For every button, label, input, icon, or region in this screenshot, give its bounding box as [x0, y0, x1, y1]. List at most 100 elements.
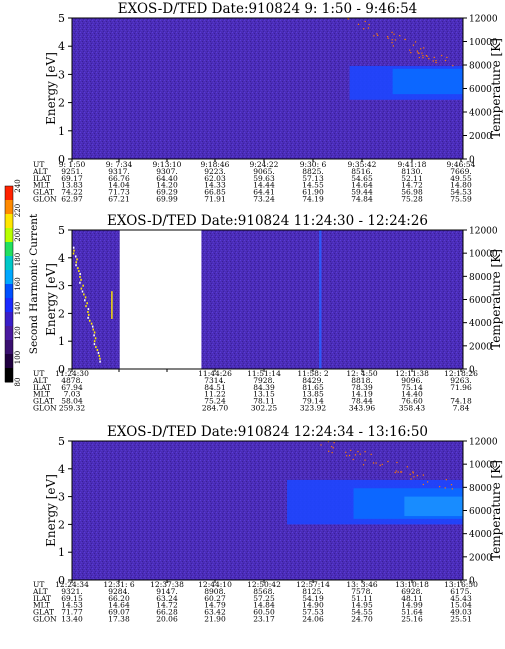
spectrogram-streak-mark: [93, 331, 96, 334]
y2-axis-label: Temperature [K]: [489, 38, 503, 139]
ephemeris-value: 7.03: [64, 390, 81, 399]
spectrogram-dot: [381, 463, 383, 466]
colorbar-segment: [5, 326, 13, 341]
ephemeris-value: 78.11: [253, 397, 274, 406]
ephemeris-value: 9147.: [156, 587, 177, 596]
spectrogram-dot: [346, 455, 348, 457]
spectrogram-streak-mark: [91, 325, 94, 328]
colorbar-segment: [5, 200, 13, 215]
spectrogram-dot: [417, 52, 419, 54]
colorbar-tick-label: 140: [14, 302, 22, 315]
spectrogram-streak-mark: [87, 316, 89, 319]
y2-tick-label: 2000: [469, 132, 492, 142]
y-tick-label: 0: [58, 363, 65, 376]
ephemeris-value: 81.65: [302, 383, 324, 392]
ephemeris-value: 4878.: [61, 376, 82, 385]
ephemeris-value: 21.90: [204, 615, 226, 624]
ephemeris-value: 66.20: [108, 594, 130, 603]
ephemeris-value: 69.15: [61, 594, 83, 603]
ephemeris-row-label: GLAT: [33, 608, 54, 617]
ephemeris-value: 13.83: [61, 181, 83, 190]
ephemeris-value: 9223.: [204, 167, 225, 176]
ephemeris-value: 14.55: [302, 181, 324, 190]
spectrogram-dot: [414, 41, 417, 43]
ephemeris-value: 358.43: [399, 404, 425, 413]
spectrogram-dot: [391, 39, 393, 41]
colorbar-segment: [5, 242, 13, 257]
ephemeris-value: 11:51:14: [247, 369, 281, 378]
spectrogram-dot: [393, 33, 395, 35]
ephemeris-value: 7578.: [351, 587, 372, 596]
spectrogram-streak-mark: [74, 255, 77, 258]
ephemeris-value: 54.53: [450, 188, 472, 197]
spectrogram-dot: [320, 444, 322, 446]
spectrogram-dot: [327, 441, 330, 443]
spectrogram-streak-mark: [93, 334, 95, 337]
colorbar-label: Second Harmonic Current: [28, 213, 40, 354]
panel-1: EXOS-D/TED Date:910824 9: 1:50 - 9:46:54…: [32, 1, 503, 204]
spectrogram-dot: [410, 478, 412, 480]
spectrogram-dot: [376, 33, 378, 35]
spectrogram-dot: [395, 470, 397, 472]
spectrogram-dot: [423, 47, 425, 49]
ephemeris-value: 14.80: [450, 181, 472, 190]
ephemeris-table: UT 9: 1:50 9: 7:34 9:13:10 9:18:46 9:24:22 9:3…: [32, 160, 476, 204]
spectrogram-dot: [412, 44, 415, 46]
ephemeris-table: UT 11:24:30 11:44:26 11:51:14 11:58: 2 12: 4:…: [32, 369, 478, 413]
ephemeris-value: 12:50:42: [247, 580, 281, 589]
ephemeris-value: 49.55: [450, 174, 472, 183]
ephemeris-value: 62.03: [204, 174, 226, 183]
y-tick-label: 1: [58, 335, 65, 348]
spectrogram-streak: [72, 246, 101, 363]
colorbar-segment: [5, 256, 13, 271]
ephemeris-value: 23.17: [253, 615, 275, 624]
ephemeris-value: 58.04: [61, 397, 83, 406]
ephemeris-value: 11.22: [204, 390, 226, 399]
ephemeris-row-label: ALT: [32, 376, 48, 385]
y-axis-label: Energy [eV]: [44, 263, 58, 336]
spectrogram-streak-mark: [72, 252, 75, 255]
spectrogram-dot: [444, 59, 447, 62]
ephemeris-value: 14.72: [156, 601, 178, 610]
colorbar: 240 220 200 180 160 140 120 100 80 Second Harmoni…: [4, 179, 40, 386]
spectrogram-dot: [391, 31, 393, 33]
ephemeris-value: 14.40: [401, 390, 423, 399]
spectrogram-streak-mark: [95, 346, 97, 349]
ephemeris-value: 51.64: [401, 608, 423, 617]
ephemeris-row-label: UT: [33, 160, 44, 169]
y-tick-label: 5: [58, 12, 65, 25]
colorbar-segment: [5, 312, 13, 327]
spectrogram-dot: [345, 451, 347, 453]
y2-tick-label: 8000: [469, 484, 492, 494]
ephemeris-row-label: UT: [33, 369, 44, 378]
y2-tick-label: 4000: [469, 109, 492, 119]
ephemeris-value: 75.14: [401, 383, 423, 392]
y2-tick-label: 0: [469, 366, 475, 376]
ephemeris-value: 69.17: [61, 174, 83, 183]
y2-tick-label: 0: [469, 156, 475, 166]
y-tick-label: 0: [58, 153, 65, 166]
ephemeris-value: 9:46:54: [447, 160, 476, 169]
spectrogram-dot: [451, 488, 453, 490]
ephemeris-value: 57.53: [302, 608, 324, 617]
colorbar-tick-label: 200: [14, 228, 22, 241]
spectrogram-dot: [362, 464, 365, 466]
ephemeris-value: 8908.: [204, 587, 225, 596]
colorbar-segment: [5, 214, 13, 229]
ephemeris-row-label: GLAT: [33, 188, 54, 197]
spectrogram-dot: [375, 462, 377, 464]
ephemeris-value: 8818.: [351, 376, 372, 385]
spectrogram-streak-mark: [84, 296, 87, 299]
spectrogram-streak-mark: [72, 246, 75, 249]
spectrogram-streak-mark: [87, 310, 89, 313]
ephemeris-value: 12:37:38: [150, 580, 184, 589]
ephemeris-value: 25.16: [401, 615, 423, 624]
spectrogram-streak-mark: [89, 319, 91, 322]
ephemeris-value: 8125.: [302, 587, 323, 596]
ephemeris-value: 14.04: [108, 181, 130, 190]
ephemeris-value: 67.94: [61, 383, 83, 392]
spectrogram-streak-mark: [92, 328, 95, 331]
colorbar-tick-label: 160: [14, 277, 22, 290]
spectrogram-dot: [400, 471, 403, 473]
y2-tick-label: 12000: [469, 15, 498, 25]
